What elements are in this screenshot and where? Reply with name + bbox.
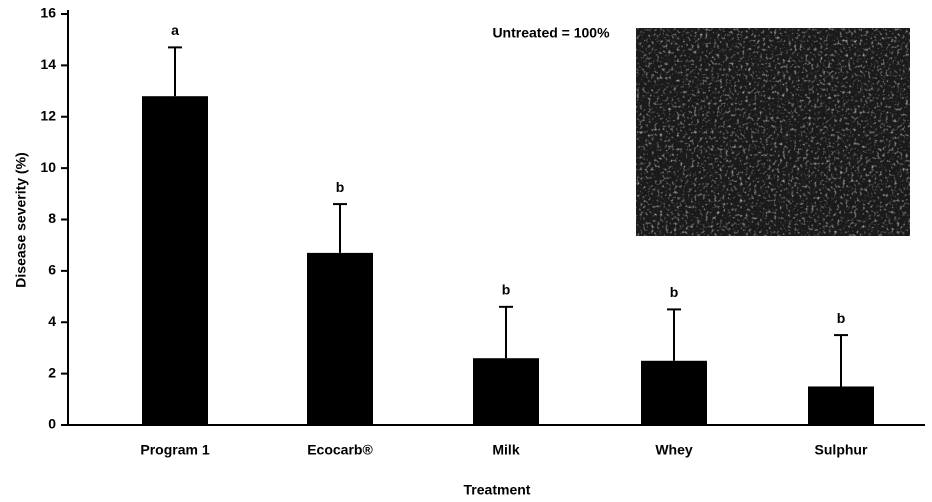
error-bar xyxy=(834,335,848,386)
bar xyxy=(473,358,539,425)
y-tick-label: 10 xyxy=(40,159,56,175)
y-tick-label: 2 xyxy=(48,364,56,380)
error-bar xyxy=(667,309,681,360)
significance-letter: b xyxy=(670,284,679,300)
bar xyxy=(808,386,874,425)
x-axis-label: Treatment xyxy=(464,482,531,498)
x-tick-label: Whey xyxy=(655,442,693,458)
y-tick-label: 4 xyxy=(48,313,56,329)
error-bar xyxy=(333,204,347,253)
x-tick-label: Milk xyxy=(492,442,519,458)
x-tick-label: Ecocarb® xyxy=(307,442,373,458)
significance-letter: b xyxy=(502,282,511,298)
y-tick-label: 12 xyxy=(40,107,56,123)
error-bar xyxy=(168,47,182,96)
y-tick-label: 8 xyxy=(48,210,56,226)
bar xyxy=(641,361,707,425)
bar xyxy=(307,253,373,425)
page: {"chart_data": {"type": "bar", "x_label"… xyxy=(0,0,932,502)
y-tick-label: 16 xyxy=(40,5,56,21)
chart: Disease severity (%) Treatment Untreated… xyxy=(0,0,932,502)
significance-letter: b xyxy=(336,179,345,195)
x-tick-label: Sulphur xyxy=(815,442,868,458)
x-tick-label: Program 1 xyxy=(140,442,209,458)
significance-letter: a xyxy=(171,22,179,38)
y-tick-label: 14 xyxy=(40,56,56,72)
annotation: Untreated = 100% xyxy=(492,25,610,41)
y-axis-label: Disease severity (%) xyxy=(13,152,29,287)
bar xyxy=(142,96,208,425)
inset-photo xyxy=(636,28,910,236)
error-bar xyxy=(499,307,513,358)
y-tick-label: 6 xyxy=(48,262,56,278)
significance-letter: b xyxy=(837,310,846,326)
y-tick-label: 0 xyxy=(48,416,56,432)
